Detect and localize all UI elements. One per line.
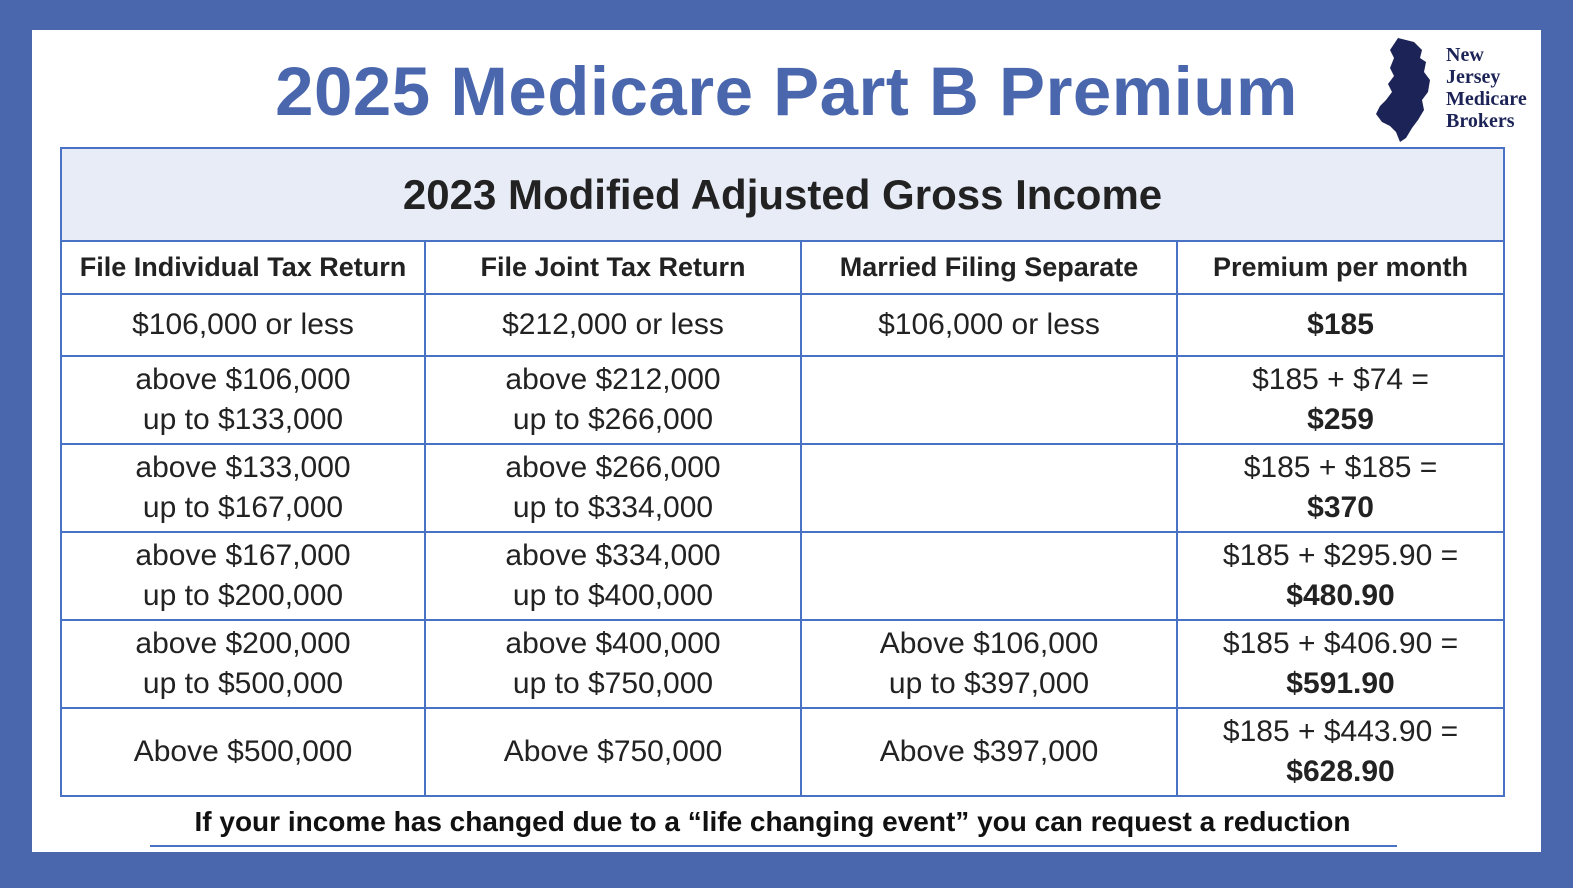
separate-cell: [800, 355, 1178, 445]
column-header-joint: File Joint Tax Return: [424, 240, 802, 295]
separate-cell: Above $397,000: [800, 707, 1178, 797]
premium-total: $185: [1307, 308, 1374, 341]
premium-total: $480.90: [1286, 579, 1395, 612]
logo-line: New: [1446, 44, 1484, 66]
joint-cell: $212,000 or less: [424, 293, 802, 357]
logo-line: Brokers: [1446, 110, 1515, 132]
cell-line: up to $266,000: [512, 403, 714, 436]
premium-cell: $185 + $406.90 = $591.90: [1175, 619, 1506, 709]
table-row: $106,000 or less $212,000 or less $106,0…: [60, 293, 1506, 357]
individual-cell: above $133,000 up to $167,000: [60, 443, 426, 533]
cell-line: up to $750,000: [512, 667, 714, 700]
joint-cell: above $212,000 up to $266,000: [424, 355, 802, 445]
table-row: above $167,000 up to $200,000 above $334,…: [60, 531, 1506, 621]
individual-cell: above $200,000 up to $500,000: [60, 619, 426, 709]
table-row: above $133,000 up to $167,000 above $266,…: [60, 443, 1506, 533]
joint-cell: above $334,000 up to $400,000: [424, 531, 802, 621]
separate-cell: [800, 443, 1178, 533]
cell-line: Above $106,000: [879, 627, 1099, 660]
logo: New Jersey Medicare Brokers: [1370, 36, 1550, 144]
column-header-premium: Premium per month: [1175, 240, 1506, 295]
separate-cell: [800, 531, 1178, 621]
column-header-separate: Married Filing Separate: [800, 240, 1178, 295]
premium-formula: $185 + $406.90 =: [1222, 627, 1459, 660]
premium-formula: $185 + $443.90 =: [1222, 715, 1459, 748]
cell-line: above $200,000: [135, 627, 351, 660]
cell-line: $212,000 or less: [502, 308, 724, 341]
cell-line: up to $400,000: [512, 579, 714, 612]
separate-cell: $106,000 or less: [800, 293, 1178, 357]
table-row: Above $500,000 Above $750,000 Above $397…: [60, 707, 1506, 797]
premium-cell: $185 + $185 = $370: [1175, 443, 1506, 533]
new-jersey-map-icon: [1376, 38, 1430, 142]
cell-line: up to $200,000: [142, 579, 344, 612]
cell-line: up to $167,000: [142, 491, 344, 524]
cell-line: up to $397,000: [888, 667, 1090, 700]
premium-total: $370: [1307, 491, 1374, 524]
premium-total: $591.90: [1286, 667, 1395, 700]
individual-cell: above $167,000 up to $200,000: [60, 531, 426, 621]
cell-line: Above $750,000: [503, 735, 723, 768]
cell-line: above $212,000: [505, 363, 721, 396]
premium-formula: $185 + $185 =: [1243, 451, 1438, 484]
cell-line: above $133,000: [135, 451, 351, 484]
table-row: above $200,000 up to $500,000 above $400,…: [60, 619, 1506, 709]
premium-formula: $185 + $74 =: [1252, 363, 1429, 396]
cell-line: up to $334,000: [512, 491, 714, 524]
joint-cell: above $400,000 up to $750,000: [424, 619, 802, 709]
premium-table: 2023 Modified Adjusted Gross Income File…: [59, 147, 1506, 797]
cell-line: up to $500,000: [142, 667, 344, 700]
individual-cell: $106,000 or less: [60, 293, 426, 357]
cell-line: above $266,000: [505, 451, 721, 484]
table-row: above $106,000 up to $133,000 above $212,…: [60, 355, 1506, 445]
logo-line: Medicare: [1446, 88, 1527, 110]
premium-cell: $185 + $295.90 = $480.90: [1175, 531, 1506, 621]
logo-wordmark: New Jersey Medicare Brokers: [1446, 44, 1527, 132]
premium-formula: $185 + $295.90 =: [1222, 539, 1459, 572]
premium-cell: $185 + $443.90 = $628.90: [1175, 707, 1506, 797]
cell-line: Above $500,000: [133, 735, 353, 768]
cell-line: Above $397,000: [879, 735, 1099, 768]
income-super-header: 2023 Modified Adjusted Gross Income: [59, 147, 1506, 242]
column-header-individual: File Individual Tax Return: [60, 240, 426, 295]
joint-cell: above $266,000 up to $334,000: [424, 443, 802, 533]
logo-line: Jersey: [1446, 66, 1501, 88]
cell-line: above $167,000: [135, 539, 351, 572]
premium-total: $628.90: [1286, 755, 1395, 788]
footer-underline: [150, 845, 1397, 847]
cell-line: above $400,000: [505, 627, 721, 660]
individual-cell: above $106,000 up to $133,000: [60, 355, 426, 445]
premium-cell: $185: [1175, 293, 1506, 357]
cell-line: $106,000 or less: [878, 308, 1100, 341]
cell-line: up to $133,000: [142, 403, 344, 436]
individual-cell: Above $500,000: [60, 707, 426, 797]
cell-line: above $106,000: [135, 363, 351, 396]
premium-cell: $185 + $74 = $259: [1175, 355, 1506, 445]
separate-cell: Above $106,000 up to $397,000: [800, 619, 1178, 709]
footer-note: If your income has changed due to a “lif…: [194, 806, 1351, 837]
cell-line: $106,000 or less: [132, 308, 354, 341]
joint-cell: Above $750,000: [424, 707, 802, 797]
cell-line: above $334,000: [505, 539, 721, 572]
premium-total: $259: [1307, 403, 1374, 436]
page-title: 2025 Medicare Part B Premium: [275, 53, 1298, 130]
